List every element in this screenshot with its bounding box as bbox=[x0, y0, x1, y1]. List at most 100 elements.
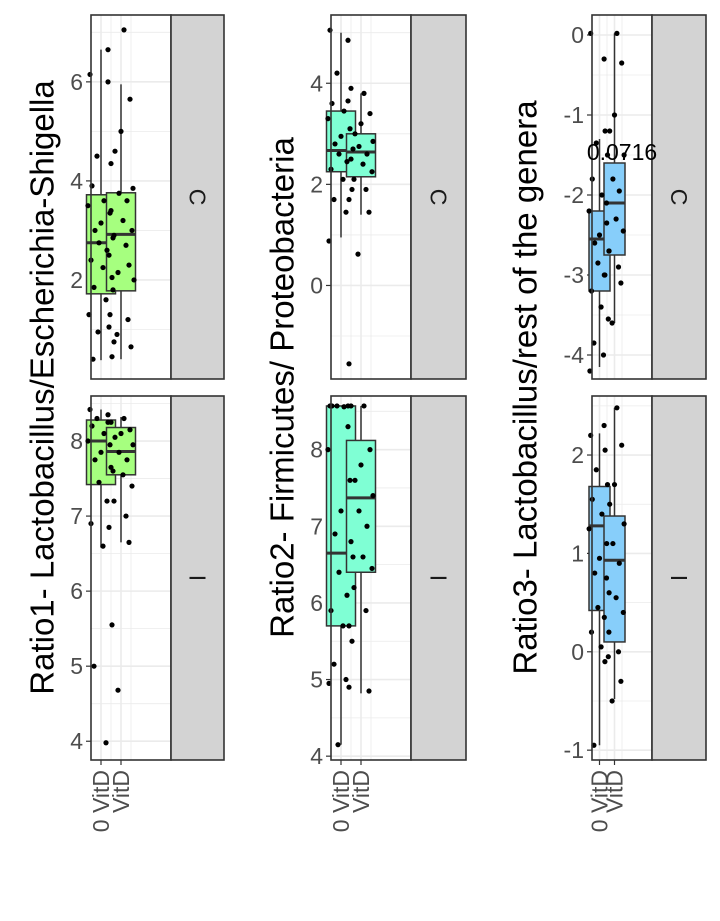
data-point bbox=[369, 565, 375, 572]
data-point bbox=[87, 71, 93, 78]
data-point bbox=[600, 352, 607, 358]
data-point bbox=[105, 47, 111, 53]
data-point bbox=[346, 361, 352, 367]
data-point bbox=[103, 297, 109, 303]
data-point bbox=[611, 481, 618, 488]
panel-2-facet-C: 0 2 4 C bbox=[310, 14, 467, 380]
y-tick-label: 0 bbox=[571, 639, 584, 665]
facet-strip-label: I bbox=[185, 575, 211, 581]
y-tick-label: 0 bbox=[310, 272, 323, 298]
facet-strip-label: C bbox=[426, 189, 452, 206]
y-tick-label: -1 bbox=[564, 102, 584, 128]
data-point bbox=[613, 595, 619, 601]
data-point bbox=[586, 208, 592, 214]
data-point bbox=[369, 169, 375, 175]
data-point bbox=[350, 554, 356, 560]
y-tick-label: 8 bbox=[70, 428, 83, 454]
facet-strip bbox=[410, 14, 467, 380]
data-point bbox=[348, 539, 354, 545]
y-axis-title: Ratio3- Lactobacillus/rest of the genera bbox=[507, 100, 544, 675]
data-point bbox=[363, 186, 369, 193]
data-point bbox=[98, 449, 104, 455]
data-point bbox=[343, 209, 349, 215]
data-point bbox=[105, 419, 111, 425]
data-point bbox=[344, 592, 350, 598]
data-point bbox=[341, 108, 347, 114]
data-point bbox=[100, 543, 106, 549]
facet-strip bbox=[170, 395, 225, 761]
data-point bbox=[604, 152, 611, 158]
facet-strip bbox=[170, 14, 225, 380]
data-point bbox=[611, 112, 618, 118]
panel-1-facet-C: 2 4 6 C bbox=[70, 14, 225, 380]
data-point bbox=[92, 457, 98, 463]
x-category-label: VitD bbox=[108, 770, 134, 813]
data-point bbox=[345, 424, 351, 430]
data-point bbox=[104, 498, 110, 504]
data-point bbox=[366, 209, 372, 215]
data-point bbox=[112, 148, 118, 154]
panel-3-facet-I: -1 0 1 2 I bbox=[564, 395, 707, 763]
data-point bbox=[126, 539, 132, 545]
data-point bbox=[360, 554, 366, 560]
y-tick-label: 1 bbox=[571, 540, 584, 566]
data-point bbox=[618, 280, 624, 286]
data-point bbox=[338, 508, 344, 514]
y-tick-label: -4 bbox=[564, 342, 585, 368]
data-point bbox=[101, 430, 107, 437]
data-point bbox=[347, 126, 353, 132]
data-point bbox=[349, 186, 355, 193]
data-point bbox=[605, 654, 611, 660]
y-tick-label: 4 bbox=[310, 70, 323, 96]
data-point bbox=[89, 183, 95, 189]
data-point bbox=[96, 240, 102, 246]
facet-strip bbox=[410, 395, 467, 761]
data-point bbox=[96, 479, 102, 485]
facet-strip-label: C bbox=[185, 189, 211, 206]
data-point bbox=[120, 217, 126, 224]
data-point bbox=[108, 160, 114, 167]
data-point bbox=[592, 570, 598, 576]
data-point bbox=[348, 403, 354, 409]
data-point bbox=[334, 70, 340, 76]
data-point bbox=[614, 405, 620, 411]
data-point bbox=[91, 284, 97, 290]
data-point bbox=[616, 188, 622, 194]
data-point bbox=[107, 312, 113, 318]
data-point bbox=[593, 467, 599, 473]
data-point bbox=[610, 540, 616, 547]
data-point bbox=[123, 513, 129, 519]
data-point bbox=[347, 477, 353, 483]
y-tick-label: 5 bbox=[70, 653, 83, 679]
data-point bbox=[358, 121, 364, 127]
data-point bbox=[596, 555, 603, 561]
data-point bbox=[109, 622, 115, 628]
data-point bbox=[601, 614, 607, 620]
data-point bbox=[366, 688, 372, 694]
facet-strip-label: C bbox=[666, 189, 692, 206]
data-point bbox=[124, 457, 130, 463]
data-point bbox=[130, 185, 136, 191]
data-point bbox=[121, 27, 127, 33]
data-point bbox=[106, 324, 112, 330]
data-point bbox=[364, 151, 370, 157]
y-tick-label: 4 bbox=[70, 728, 83, 754]
data-point bbox=[356, 143, 362, 150]
data-point bbox=[615, 264, 622, 270]
box-iqr bbox=[603, 162, 626, 256]
data-point bbox=[116, 190, 122, 196]
data-point bbox=[614, 30, 620, 36]
data-point bbox=[128, 344, 134, 350]
data-point bbox=[361, 403, 367, 409]
data-point bbox=[85, 203, 91, 209]
data-point bbox=[127, 427, 133, 433]
data-point bbox=[370, 493, 376, 499]
data-point bbox=[116, 449, 122, 455]
data-point bbox=[341, 404, 347, 410]
data-point bbox=[329, 100, 335, 107]
data-point bbox=[346, 196, 352, 203]
y-axis-title: Ratio2- Firmicutes/ Proteobacteria bbox=[264, 137, 301, 638]
panel-3-facet-C: -4 -3 -2 -1 0 C bbox=[564, 14, 707, 380]
data-point bbox=[367, 447, 373, 453]
data-point bbox=[620, 609, 626, 616]
